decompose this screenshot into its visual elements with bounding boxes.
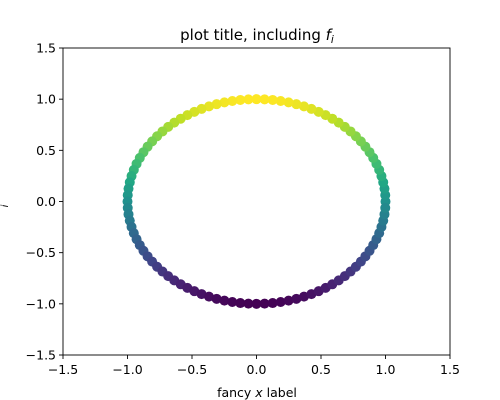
scatter-point	[259, 298, 270, 309]
scatter-point	[283, 295, 294, 306]
x-tick-label: 1.5	[440, 362, 460, 377]
scatter-point	[259, 94, 270, 105]
y-tick-label: −1.5	[26, 348, 56, 363]
scatter-point	[267, 94, 278, 105]
scatter-point	[283, 97, 294, 108]
x-tick-label: 0.5	[311, 362, 331, 377]
scatter-point	[243, 298, 254, 309]
x-tick-label: 0.0	[247, 362, 267, 377]
scatter-point	[204, 291, 215, 302]
plot-frame	[62, 47, 451, 356]
x-tick-label: −0.5	[177, 362, 207, 377]
x-tick-label: −1.5	[48, 362, 78, 377]
scatter-point	[291, 293, 302, 304]
y-axis-ticks: −1.5 −1.0 −0.5 0.0 0.5 1.0 1.5	[26, 41, 63, 363]
scatter-point	[227, 95, 238, 106]
chart-title: plot title, including fi	[180, 26, 334, 46]
x-axis-label: fancy x label	[217, 385, 297, 400]
scatter-point	[291, 99, 302, 110]
x-axis-ticks: −1.5 −1.0 −0.5 0.0 0.5 1.0 1.5	[48, 355, 460, 377]
scatter-point	[211, 293, 222, 304]
scatter-point	[211, 99, 222, 110]
y-axis-label: i	[0, 204, 11, 207]
y-tick-label: 1.0	[36, 92, 56, 107]
scatter-point	[219, 97, 230, 108]
scatter-point	[275, 95, 286, 106]
y-tick-label: 1.5	[36, 41, 56, 56]
scatter-point	[227, 297, 238, 308]
y-tick-label: −1.0	[26, 296, 56, 311]
scatter-point	[275, 297, 286, 308]
scatter-point	[380, 202, 391, 213]
y-tick-label: 0.5	[36, 143, 56, 158]
scatter-point	[267, 298, 278, 309]
scatter-point	[298, 101, 309, 112]
y-tick-label: 0.0	[36, 194, 56, 209]
scatter-point	[251, 94, 262, 105]
scatter-point	[235, 298, 246, 309]
x-tick-label: 1.0	[376, 362, 396, 377]
scatter-point	[251, 298, 262, 309]
x-tick-label: −1.0	[112, 362, 142, 377]
scatter-point	[243, 94, 254, 105]
scatter-points	[122, 94, 391, 309]
scatter-point	[235, 94, 246, 105]
y-tick-label: −0.5	[26, 245, 56, 260]
scatter-point	[219, 295, 230, 306]
